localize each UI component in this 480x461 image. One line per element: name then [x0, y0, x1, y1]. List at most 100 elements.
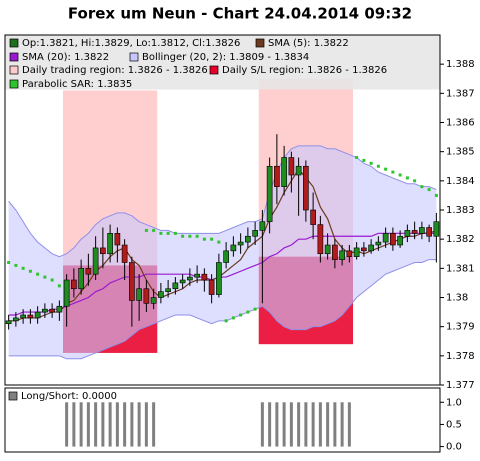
sar-dot: [246, 310, 250, 314]
candle-body: [310, 209, 316, 225]
legend-swatch: [9, 65, 19, 75]
legend-swatch: [209, 65, 219, 75]
candle-body: [259, 221, 266, 231]
sar-dot: [50, 278, 54, 282]
candle-body: [375, 241, 382, 246]
candle-body: [172, 282, 179, 290]
legend-label: Daily S/L region: 1.3826 - 1.3826: [222, 65, 387, 76]
band-line: [8, 259, 437, 360]
y-tick-label: 1.0: [446, 397, 462, 408]
candle-body: [274, 165, 280, 187]
sar-dot: [210, 237, 214, 241]
y-tick-label: 1.382: [446, 234, 475, 245]
bar: [101, 402, 105, 447]
candle-body: [390, 233, 396, 246]
candle-body: [208, 279, 215, 295]
y-tick-label: 1.386: [446, 118, 475, 129]
bar: [333, 402, 337, 447]
candle-body: [13, 317, 19, 322]
plot-frame: [4, 387, 441, 453]
candle-body: [5, 320, 12, 325]
candle-body: [92, 247, 99, 275]
band-area: [8, 145, 437, 359]
overlay: Op:1.3821, Hi:1.3829, Lo:1.3812, Cl:1.38…: [5, 35, 440, 90]
sar-dot: [355, 156, 359, 159]
legend-swatch: [129, 52, 139, 62]
candle-body: [317, 224, 324, 255]
candle-body: [42, 308, 48, 313]
sar-dot: [144, 228, 148, 232]
candle-body: [382, 233, 389, 243]
bar: [275, 402, 279, 447]
candle-body: [34, 311, 41, 319]
sar-dot: [14, 263, 18, 267]
candle-body: [397, 235, 403, 246]
candle-body: [165, 288, 171, 292]
candle-body: [49, 308, 55, 313]
sar-dot: [427, 188, 431, 192]
candle-body: [223, 250, 229, 263]
candle-body: [129, 262, 135, 301]
bar: [282, 402, 286, 447]
candle-body: [20, 314, 26, 319]
legend-swatch: [9, 38, 19, 48]
sar-dot: [28, 269, 32, 273]
bar: [86, 402, 90, 447]
sar-dot: [152, 228, 156, 232]
legend-swatch: [255, 38, 265, 48]
sar-dot: [398, 173, 402, 177]
bar: [152, 402, 156, 447]
candle-body: [187, 276, 193, 281]
candle-body: [230, 244, 237, 252]
sar-dot: [231, 316, 235, 320]
candle-body: [63, 279, 70, 307]
legend-swatch: [8, 391, 18, 401]
sar-dot: [36, 272, 40, 276]
legend-background: [5, 35, 440, 90]
sar-dot: [405, 176, 409, 180]
sar-dot: [173, 231, 177, 235]
candle-body: [346, 250, 353, 257]
candle-body: [107, 233, 113, 255]
legend-label: Daily trading region: 1.3826 - 1.3826: [22, 65, 208, 76]
main-plot: [5, 78, 440, 360]
candle-body: [404, 230, 411, 237]
bar: [326, 402, 330, 447]
bar: [65, 402, 69, 447]
legend-swatch: [9, 52, 19, 62]
sar-dot: [362, 158, 366, 162]
sar-dot: [166, 231, 170, 235]
sar-dot: [21, 266, 25, 270]
sar-dot: [57, 284, 61, 288]
legend-label: Parabolic SAR: 1.3835: [22, 79, 132, 90]
band-line: [8, 145, 437, 258]
candle-body: [121, 244, 128, 263]
chart-title: Forex um Neun - Chart 24.04.2014 09:32: [68, 5, 412, 23]
sma-line: [8, 232, 437, 316]
candle-body: [194, 273, 200, 278]
bar: [318, 402, 322, 447]
candle-body: [419, 227, 425, 234]
y-tick-label: 0.0: [446, 442, 462, 453]
bar: [72, 402, 76, 447]
bar: [311, 402, 315, 447]
candle-body: [433, 221, 440, 237]
candle-body: [85, 268, 92, 275]
candle-body: [339, 250, 345, 260]
bar: [144, 402, 148, 447]
legend-label: Long/Short: 0.0000: [21, 391, 117, 402]
bar: [304, 402, 308, 447]
y-tick-label: 1.387: [446, 88, 475, 99]
y-tick-label: 0.5: [446, 419, 462, 430]
candle-body: [245, 235, 251, 243]
y-tick-label: 1.385: [446, 147, 475, 158]
y-tick-label: 1.383: [446, 205, 475, 216]
candle-body: [303, 165, 309, 211]
candle-body: [426, 227, 432, 237]
bar: [340, 402, 344, 447]
sar-dot: [239, 313, 243, 317]
candle-body: [143, 288, 150, 304]
y-tick-label: 1.384: [446, 176, 475, 187]
candle-body: [201, 273, 208, 281]
